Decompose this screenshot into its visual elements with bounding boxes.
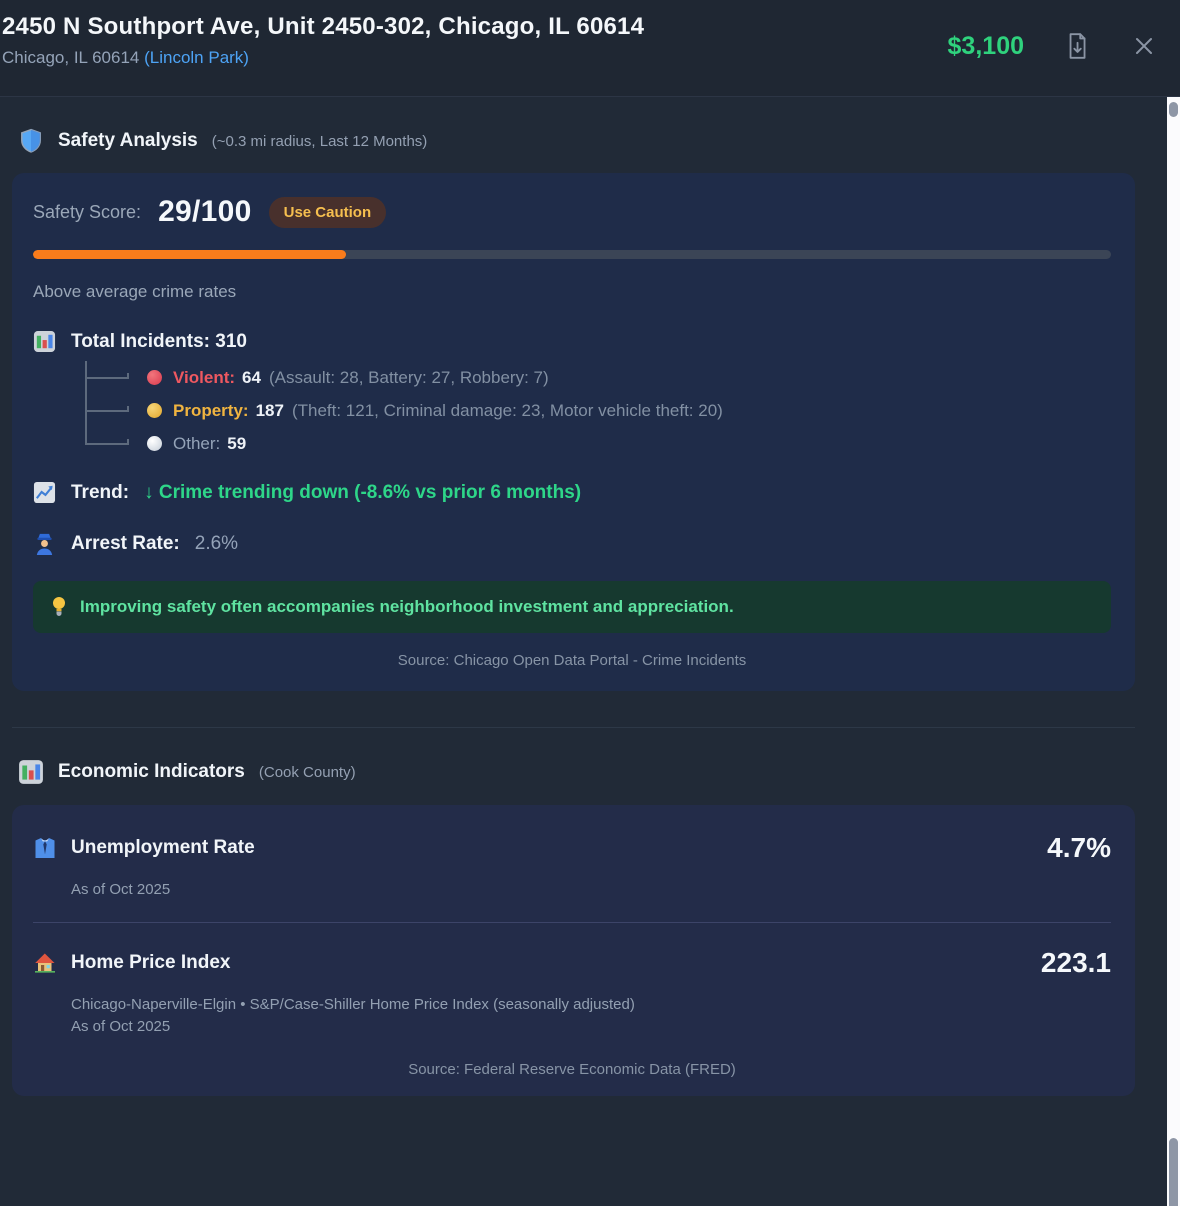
breakdown-row-property: Property: 187 (Theft: 121, Criminal dama…	[85, 394, 1111, 427]
line-chart-icon	[33, 481, 56, 504]
white-circle-icon	[147, 436, 162, 451]
home-price-value: 223.1	[1040, 947, 1111, 978]
section-divider	[12, 727, 1135, 728]
scrollbar-thumb-top[interactable]	[1169, 102, 1178, 117]
page-subtitle: Chicago, IL 60614 (Lincoln Park)	[2, 48, 644, 68]
shield-icon	[18, 127, 44, 155]
safety-tip-banner: Improving safety often accompanies neigh…	[33, 581, 1111, 633]
scrollbar-thumb[interactable]	[1169, 1138, 1178, 1206]
close-button[interactable]	[1130, 32, 1158, 60]
property-detail: (Theft: 121, Criminal damage: 23, Motor …	[291, 400, 723, 420]
safety-source-text: Source: Chicago Open Data Portal - Crime…	[397, 652, 747, 669]
yellow-circle-icon	[147, 403, 162, 418]
arrest-rate-row: Arrest Rate: 2.6%	[33, 531, 1111, 556]
unemployment-row: Unemployment Rate 4.7%	[33, 805, 1111, 864]
safety-score-value: 29/100	[158, 195, 252, 228]
tree-line	[85, 394, 87, 427]
breakdown-row-other: Other: 59	[85, 427, 1111, 460]
unemployment-name: Unemployment Rate	[71, 837, 255, 858]
violent-detail: (Assault: 28, Battery: 27, Robbery: 7)	[268, 367, 549, 387]
home-price-meta-line1: Chicago-Naperville-Elgin • S&P/Case-Shil…	[71, 996, 635, 1013]
other-count: 59	[227, 433, 247, 453]
economic-card: Unemployment Rate 4.7% As of Oct 2025	[12, 805, 1135, 1096]
unemployment-meta: As of Oct 2025	[71, 881, 171, 898]
property-count: 187	[255, 400, 284, 420]
download-file-icon	[1064, 32, 1090, 60]
total-incidents-label: Total Incidents: 310	[71, 330, 247, 352]
safety-status-badge: Use Caution	[268, 196, 387, 228]
safety-score-label: Safety Score:	[33, 201, 142, 222]
economic-section-title: Economic Indicators	[58, 761, 245, 782]
economic-source-text: Source: Federal Reserve Economic Data (F…	[408, 1061, 736, 1078]
lightbulb-icon	[51, 596, 67, 618]
breakdown-row-violent: Violent: 64 (Assault: 28, Battery: 27, R…	[85, 361, 1111, 394]
neighborhood-link[interactable]: (Lincoln Park)	[144, 48, 249, 67]
arrest-rate-label: Arrest Rate:	[71, 532, 180, 554]
economic-section-subtitle: (Cook County)	[258, 763, 356, 781]
tree-line	[87, 438, 129, 445]
trend-row: Trend: ↓ Crime trending down (-8.6% vs p…	[33, 481, 1111, 504]
safety-score-row: Safety Score: 29/100 Use Caution	[33, 195, 1111, 229]
safety-card: Safety Score: 29/100 Use Caution Above a…	[12, 173, 1135, 691]
header-actions: $3,100	[948, 30, 1158, 62]
safety-tip-text: Improving safety often accompanies neigh…	[80, 597, 734, 616]
safety-score-bar-fill	[33, 250, 346, 259]
bar-chart-icon	[33, 330, 56, 353]
safety-section-subtitle: (~0.3 mi radius, Last 12 Months)	[211, 132, 428, 150]
content: Safety Analysis (~0.3 mi radius, Last 12…	[0, 97, 1180, 1096]
tree-line	[85, 427, 87, 445]
trend-label: Trend:	[71, 481, 130, 503]
safety-section-title: Safety Analysis	[58, 130, 198, 151]
header: 2450 N Southport Ave, Unit 2450-302, Chi…	[0, 0, 1180, 97]
safety-section-header: Safety Analysis (~0.3 mi radius, Last 12…	[18, 97, 1135, 155]
incidents-breakdown-tree: Violent: 64 (Assault: 28, Battery: 27, R…	[85, 361, 1111, 460]
red-circle-icon	[147, 370, 162, 385]
bar-chart-icon	[18, 759, 44, 785]
arrest-rate-value: 2.6%	[194, 532, 239, 554]
house-icon	[33, 951, 57, 975]
price-label: $3,100	[947, 31, 1024, 60]
trend-value: ↓ Crime trending down (-8.6% vs prior 6 …	[144, 481, 582, 503]
home-price-title-group: Home Price Index	[33, 951, 230, 975]
economic-section-header: Economic Indicators (Cook County)	[18, 759, 1135, 785]
header-titles: 2450 N Southport Ave, Unit 2450-302, Chi…	[2, 13, 644, 68]
other-label: Other:	[173, 433, 221, 453]
home-price-name: Home Price Index	[71, 952, 231, 973]
home-price-meta: Chicago-Naperville-Elgin • S&P/Case-Shil…	[71, 994, 1111, 1038]
police-officer-icon	[33, 531, 56, 556]
property-label: Property:	[173, 400, 249, 420]
violent-label: Violent:	[173, 367, 236, 387]
unemployment-value: 4.7%	[1047, 832, 1111, 863]
download-button[interactable]	[1062, 30, 1092, 62]
tree-line	[87, 405, 129, 412]
violent-count: 64	[242, 367, 261, 387]
scrollbar-track[interactable]	[1167, 97, 1180, 1206]
tree-line	[85, 361, 87, 394]
home-price-meta-line2: As of Oct 2025	[71, 1018, 171, 1035]
city-zip-text: Chicago, IL 60614	[2, 48, 145, 67]
tree-line	[87, 372, 129, 379]
indicator-divider	[33, 922, 1111, 923]
necktie-icon	[33, 836, 57, 860]
safety-score-bar	[33, 250, 1111, 259]
crime-summary-text: Above average crime rates	[33, 282, 237, 301]
close-icon	[1132, 34, 1156, 58]
home-price-row: Home Price Index 223.1	[33, 923, 1111, 979]
page-title: 2450 N Southport Ave, Unit 2450-302, Chi…	[2, 13, 645, 40]
total-incidents-row: Total Incidents: 310	[33, 330, 1111, 353]
unemployment-title-group: Unemployment Rate	[33, 836, 255, 860]
